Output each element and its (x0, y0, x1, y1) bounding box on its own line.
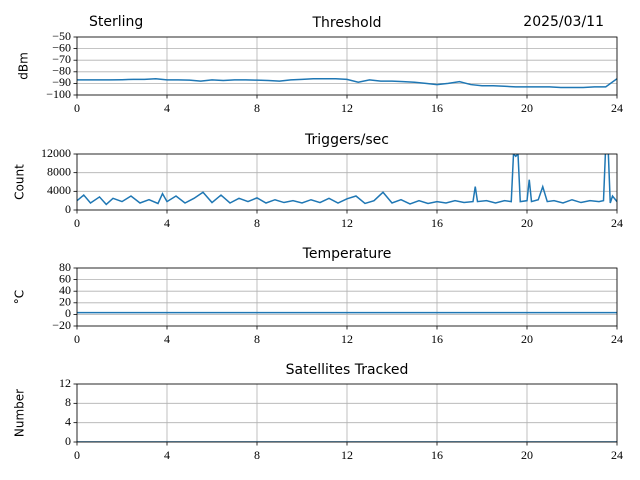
x-tick-label: 0 (74, 332, 80, 346)
y-tick-label: −20 (52, 318, 71, 332)
y-tick-label: −90 (52, 75, 71, 89)
x-tick-label: 8 (254, 332, 260, 346)
x-tick-label: 20 (521, 332, 533, 346)
y-tick-label: 40 (59, 283, 71, 297)
x-tick-label: 20 (521, 448, 533, 462)
plot-frame (76, 383, 618, 443)
x-tick-label: 12 (341, 101, 353, 115)
y-tick-label: 4 (65, 414, 71, 428)
x-tick-label: 8 (254, 216, 260, 230)
y-tick-label: 4000 (47, 183, 71, 197)
y-tick-label: −80 (52, 64, 71, 78)
y-tick-label: −70 (52, 52, 71, 66)
chart-title: Triggers/sec (304, 132, 389, 148)
y-tick-label: 8 (65, 395, 71, 409)
x-tick-label: 0 (74, 448, 80, 462)
plot-frame (76, 36, 618, 96)
y-tick-label: 12 (59, 376, 71, 390)
y-tick-label: 60 (59, 271, 71, 285)
station-name: Sterling (89, 14, 143, 30)
x-tick-label: 16 (431, 448, 443, 462)
y-tick-label: 0 (65, 306, 71, 320)
plot-frame (76, 153, 618, 211)
data-line (77, 78, 617, 89)
x-tick-label: 0 (74, 216, 80, 230)
y-tick-label: 12000 (41, 146, 71, 160)
y-axis-label: dBm (17, 52, 31, 80)
chart-title: Threshold (312, 15, 382, 31)
x-tick-label: 12 (341, 448, 353, 462)
y-axis-label: °C (13, 290, 27, 304)
y-axis-label: Count (13, 164, 27, 200)
y-tick-label: 80 (59, 260, 71, 274)
x-tick-label: 12 (341, 332, 353, 346)
x-tick-label: 16 (431, 332, 443, 346)
y-tick-label: −60 (52, 40, 71, 54)
plot-frame (76, 267, 618, 327)
x-tick-label: 24 (611, 101, 623, 115)
x-tick-label: 16 (431, 101, 443, 115)
x-tick-label: 16 (431, 216, 443, 230)
data-line (77, 154, 617, 206)
x-tick-label: 24 (611, 216, 623, 230)
x-tick-label: 4 (164, 332, 170, 346)
x-tick-label: 8 (254, 448, 260, 462)
x-tick-label: 20 (521, 216, 533, 230)
x-tick-label: 20 (521, 101, 533, 115)
x-tick-label: 4 (164, 448, 170, 462)
chart-title: Satellites Tracked (286, 362, 409, 378)
y-tick-label: 0 (65, 202, 71, 216)
x-tick-label: 12 (341, 216, 353, 230)
x-tick-label: 24 (611, 332, 623, 346)
y-tick-label: −50 (52, 29, 71, 43)
x-tick-label: 4 (164, 216, 170, 230)
x-tick-label: 8 (254, 101, 260, 115)
y-axis-label: Number (13, 389, 27, 437)
y-tick-label: −100 (46, 87, 71, 101)
x-tick-label: 24 (611, 448, 623, 462)
x-tick-label: 4 (164, 101, 170, 115)
x-tick-label: 0 (74, 101, 80, 115)
y-tick-label: 0 (65, 434, 71, 448)
date: 2025/03/11 (523, 14, 604, 30)
chart-title: Temperature (302, 246, 392, 262)
y-tick-label: 8000 (47, 164, 71, 178)
y-tick-label: 20 (59, 295, 71, 309)
